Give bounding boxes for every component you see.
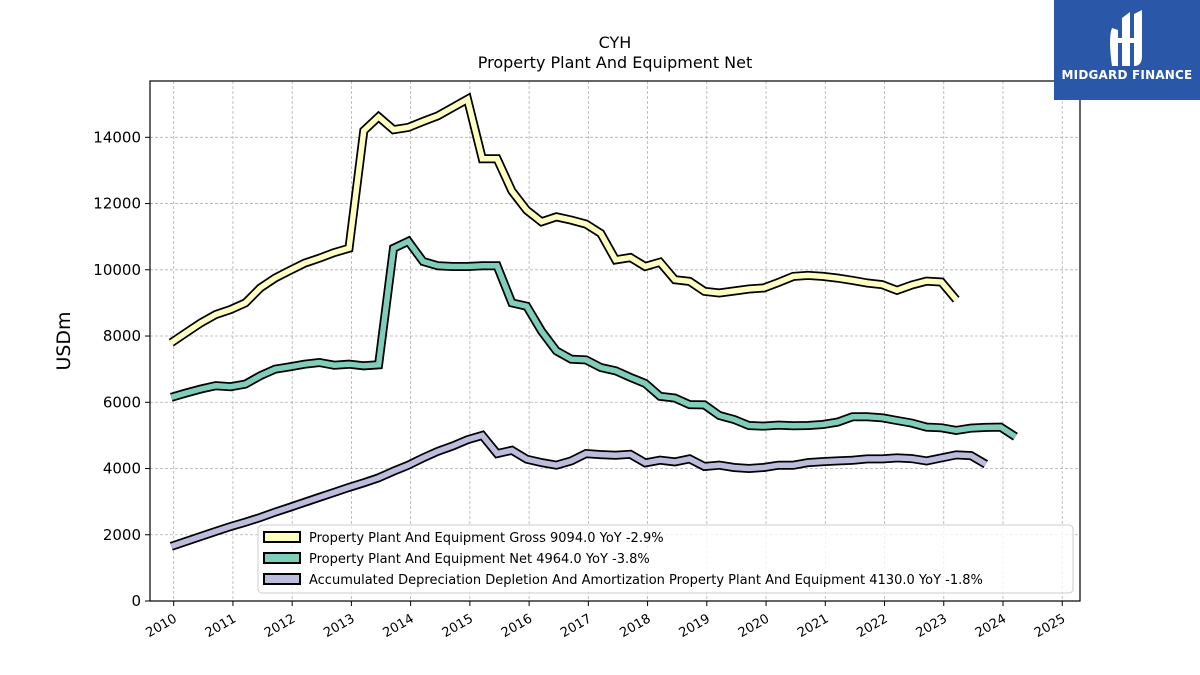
chart-title: CYH xyxy=(599,33,632,52)
legend-box xyxy=(257,524,1074,594)
legend-swatch-0 xyxy=(263,531,301,543)
legend: Property Plant And Equipment Gross 9094.… xyxy=(257,524,1074,594)
legend-label-2: Accumulated Depreciation Depletion And A… xyxy=(309,573,983,588)
brand-logo: MIDGARD FINANCE xyxy=(1054,0,1200,100)
series-line-0 xyxy=(169,95,959,345)
y-tick-label: 6000 xyxy=(103,393,141,411)
legend-label-0: Property Plant And Equipment Gross 9094.… xyxy=(309,531,664,546)
y-tick-label: 14000 xyxy=(93,128,141,146)
x-tick-label: 2011 xyxy=(203,611,239,641)
x-tick-label: 2012 xyxy=(262,611,298,641)
x-tick-label: 2025 xyxy=(1032,611,1068,641)
grid xyxy=(150,81,1080,601)
legend-swatch-2 xyxy=(263,573,301,585)
x-tick-label: 2016 xyxy=(499,611,535,641)
logo-icon xyxy=(1110,10,1142,66)
x-tick-label: 2015 xyxy=(440,611,476,641)
series-line-1 xyxy=(170,237,1017,440)
x-tick-label: 2020 xyxy=(736,611,772,641)
series-line-2 xyxy=(170,432,988,550)
legend-swatch-1 xyxy=(263,552,301,564)
x-tick-label: 2010 xyxy=(144,611,180,641)
chart-subtitle: Property Plant And Equipment Net xyxy=(478,53,753,72)
x-tick-label: 2023 xyxy=(914,611,950,641)
y-axis-label: USDm xyxy=(53,311,75,370)
y-tick-label: 0 xyxy=(131,592,141,610)
x-tick-label: 2024 xyxy=(973,611,1009,641)
series-group xyxy=(168,92,1018,551)
x-tick-label: 2019 xyxy=(677,611,713,641)
y-tick-label: 4000 xyxy=(103,460,141,478)
y-tick-label: 8000 xyxy=(103,327,141,345)
x-tick-label: 2018 xyxy=(617,611,653,641)
y-tick-label: 2000 xyxy=(103,526,141,544)
x-tick-label: 2017 xyxy=(558,611,594,641)
x-tick-label: 2013 xyxy=(321,611,357,641)
x-tick-label: 2014 xyxy=(380,611,416,641)
plot-frame xyxy=(149,80,1081,602)
x-tick-label: 2022 xyxy=(854,611,890,641)
logo-text: MIDGARD FINANCE xyxy=(1061,68,1193,82)
y-tick-label: 12000 xyxy=(93,195,141,213)
legend-label-1: Property Plant And Equipment Net 4964.0 … xyxy=(309,552,650,567)
y-tick-label: 10000 xyxy=(93,261,141,279)
x-tick-label: 2021 xyxy=(795,611,831,641)
